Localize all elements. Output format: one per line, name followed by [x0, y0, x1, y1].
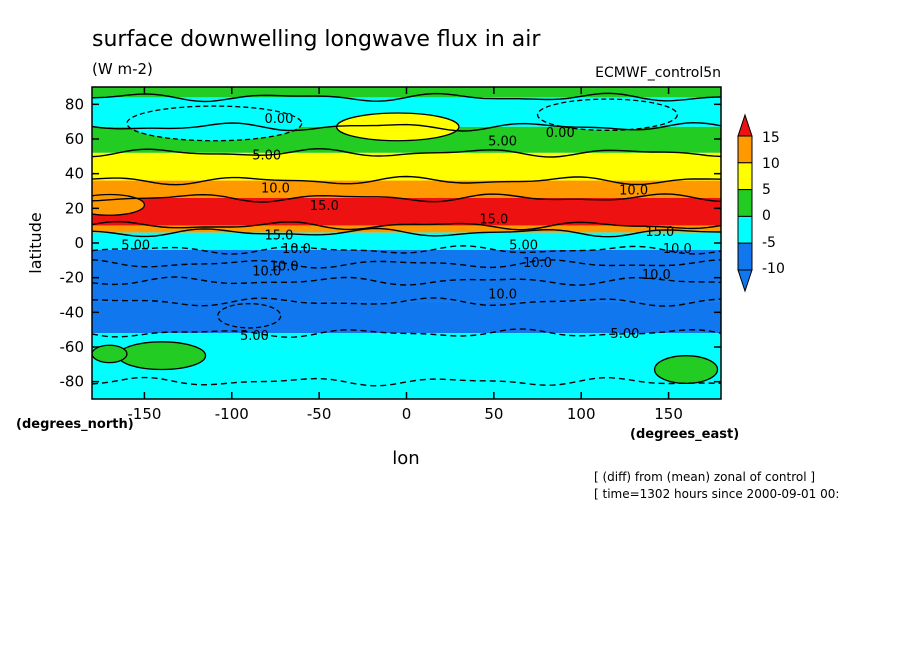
contour-label: 10.0 — [642, 268, 671, 283]
contour-label: 15.0 — [479, 213, 508, 228]
band-5 — [92, 197, 721, 226]
region-layer — [92, 98, 719, 385]
y-axis-units: (degrees_north) — [16, 417, 134, 432]
colorbar-segment — [737, 189, 753, 217]
footer-line-1: [ (diff) from (mean) zonal of control ] — [594, 470, 815, 484]
contour-label: 0.00 — [546, 126, 575, 141]
x-axis-title: lon — [392, 448, 419, 469]
colorbar-arrow-top — [737, 113, 753, 137]
contour-label: 10.0 — [619, 183, 648, 198]
contour-line-7 — [92, 245, 721, 255]
y-tick-label: 40 — [65, 165, 84, 183]
region-3 — [653, 355, 719, 385]
contour-line-3 — [92, 175, 721, 186]
contour-line-4 — [92, 193, 721, 203]
x-axis-ticks: -150 -100 -50 0 50 100 150 — [127, 87, 683, 423]
band-7 — [92, 232, 721, 250]
y-axis-ticks: 80 60 40 20 0 -20 -40 -60 -80 — [60, 95, 721, 391]
footer-line-2: [ time=1302 hours since 2000-09-01 00: — [594, 487, 839, 501]
region-0 — [126, 105, 303, 142]
dataset-label: ECMWF_control5n — [595, 65, 721, 81]
colorbar-label: 10 — [762, 156, 780, 172]
contour-line-5 — [92, 220, 721, 231]
region-7 — [92, 193, 146, 216]
y-tick-label: 0 — [74, 234, 84, 252]
colorbar-segment — [737, 215, 753, 244]
y-tick-label: 20 — [65, 199, 84, 217]
contour-line-12 — [92, 376, 721, 387]
y-axis-title: latitude — [26, 212, 45, 273]
colorbar-segment — [737, 162, 753, 191]
contour-line-8 — [92, 259, 721, 269]
y-tick-label: 60 — [65, 130, 84, 148]
region-1 — [536, 98, 678, 131]
contour-label: 5.00 — [610, 327, 639, 342]
contour-label: 0.00 — [264, 112, 293, 127]
contour-label: 15.0 — [310, 199, 339, 214]
colorbar-label: 5 — [762, 182, 771, 198]
region-4 — [92, 344, 128, 364]
contour-label: 5.00 — [121, 239, 150, 254]
y-tick-label: -20 — [60, 269, 85, 287]
chart-title: surface downwelling longwave flux in air — [92, 27, 541, 52]
x-tick-label: 100 — [567, 405, 596, 423]
band-9 — [92, 301, 721, 334]
contour-label: 15.0 — [645, 225, 674, 240]
contour-label: 5.00 — [240, 329, 269, 344]
x-tick-label: -100 — [215, 405, 249, 423]
y-tick-label: -40 — [60, 303, 85, 321]
contour-label: 5.00 — [252, 149, 281, 164]
region-5 — [217, 303, 282, 329]
colorbar-label: 0 — [762, 208, 771, 224]
contour-line-6 — [92, 227, 721, 238]
contour-label: 5.00 — [488, 135, 517, 150]
chart-units: (W m-2) — [92, 60, 153, 78]
contour-line-2 — [92, 148, 721, 158]
contour-line-10 — [92, 297, 721, 307]
y-tick-label: 80 — [65, 95, 84, 113]
y-tick-label: -80 — [60, 373, 85, 391]
colorbar-arrow-bottom — [737, 269, 753, 293]
x-tick-label: 150 — [654, 405, 683, 423]
colorbar-label: -10 — [762, 261, 785, 277]
colorbar-label: -5 — [762, 235, 776, 251]
contour-line-9 — [92, 276, 721, 286]
contour-line-11 — [92, 328, 721, 338]
x-tick-label: 50 — [484, 405, 503, 423]
contour-label: 10.0 — [282, 242, 311, 257]
contour-line-0 — [92, 92, 721, 103]
contour-line-1 — [92, 121, 721, 132]
colorbar: 15 10 5 0 -5 -10 — [737, 113, 785, 293]
contour-label: 5.00 — [509, 239, 538, 254]
region-2 — [117, 341, 207, 371]
x-tick-label: 0 — [402, 405, 412, 423]
y-tick-label: -60 — [60, 338, 85, 356]
contour-label: 10.0 — [270, 260, 299, 275]
contour-label: 10.0 — [252, 265, 281, 280]
x-tick-label: -50 — [307, 405, 332, 423]
x-tick-label: -150 — [127, 405, 161, 423]
colorbar-label: 15 — [762, 130, 780, 146]
x-axis-units: (degrees_east) — [630, 427, 739, 442]
band-8 — [92, 249, 721, 302]
region-6 — [335, 112, 460, 142]
contour-label: 10.0 — [261, 182, 290, 197]
contour-layer — [92, 92, 721, 387]
contour-label: 10.0 — [523, 256, 552, 271]
colorbar-segment — [737, 135, 753, 164]
band-6 — [92, 225, 721, 233]
contour-label: 15.0 — [264, 228, 293, 243]
contour-label: 10.0 — [663, 242, 692, 257]
band-4 — [92, 180, 721, 198]
band-layer — [92, 87, 721, 399]
contour-label: 10.0 — [488, 287, 517, 302]
colorbar-segment — [737, 242, 753, 271]
band-10 — [92, 333, 721, 399]
